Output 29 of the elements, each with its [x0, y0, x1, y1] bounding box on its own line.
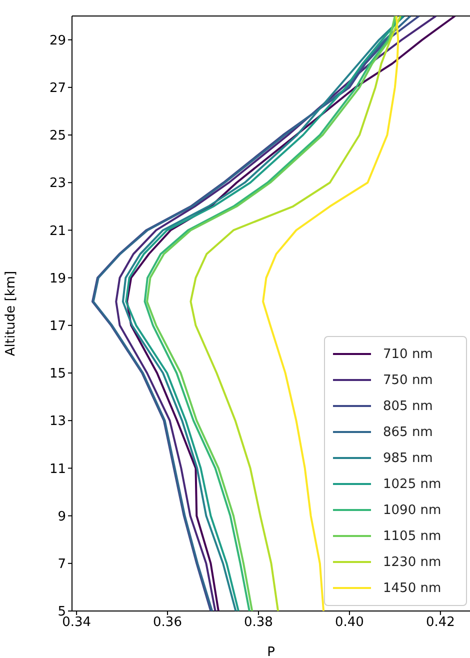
y-tick-label: 11	[49, 462, 66, 477]
y-tick-label: 27	[49, 81, 66, 96]
x-tick-label: 0.36	[153, 615, 182, 630]
y-axis-title: Altitude [km]	[4, 270, 19, 356]
legend-label: 1230 nm	[383, 554, 442, 570]
legend-label: 1025 nm	[383, 476, 442, 492]
x-axis-title: P	[267, 645, 276, 658]
legend-label: 985 nm	[383, 450, 433, 466]
x-tick-label: 0.34	[62, 615, 92, 630]
x-tick-label: 0.40	[334, 615, 364, 630]
y-tick-label: 19	[49, 271, 66, 286]
legend-label: 1090 nm	[383, 502, 442, 518]
y-tick-label: 21	[49, 224, 66, 239]
y-tick-label: 7	[58, 557, 66, 572]
y-tick-label: 25	[49, 128, 66, 144]
y-tick-label: 9	[58, 509, 66, 524]
y-tick-label: 15	[49, 366, 66, 382]
legend-label: 805 nm	[383, 398, 433, 414]
y-tick-label: 17	[49, 319, 66, 334]
y-tick-label: 29	[49, 33, 66, 48]
legend-label: 710 nm	[383, 346, 433, 362]
y-tick-label: 13	[49, 414, 66, 430]
x-tick-label: 0.42	[426, 615, 455, 630]
legend-label: 1105 nm	[383, 528, 442, 544]
legend-label: 750 nm	[383, 372, 433, 388]
y-tick-label: 23	[49, 176, 66, 192]
x-tick-label: 0.38	[244, 615, 273, 630]
legend-label: 865 nm	[383, 424, 433, 440]
legend-label: 1450 nm	[383, 580, 442, 596]
